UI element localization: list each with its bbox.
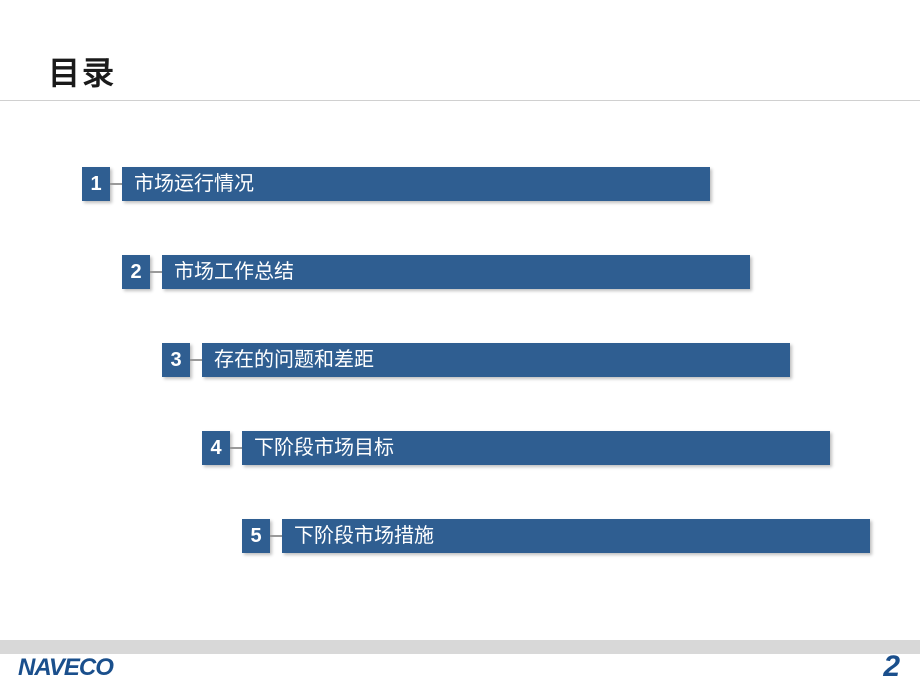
toc-item-5: 5 下阶段市场措施 [242,519,870,553]
toc-connector [270,535,282,537]
toc-label: 市场运行情况 [122,167,710,201]
toc-number: 4 [202,431,230,465]
toc-label: 存在的问题和差距 [202,343,790,377]
toc-number: 2 [122,255,150,289]
footer-logo: NAVECO [18,654,113,682]
slide-canvas: 目录 1 市场运行情况 2 市场工作总结 3 存在的问题和差距 4 下阶段市场目标 5 下阶段市场… [0,0,920,690]
toc-item-4: 4 下阶段市场目标 [202,431,830,465]
toc-item-2: 2 市场工作总结 [122,255,750,289]
footer-bar [0,640,920,654]
slide-title: 目录 [48,48,116,94]
page-number: 2 [883,650,900,684]
toc-connector [110,183,122,185]
toc-label: 下阶段市场措施 [282,519,870,553]
toc-item-1: 1 市场运行情况 [82,167,710,201]
toc-connector [150,271,162,273]
toc-number: 1 [82,167,110,201]
toc-number: 3 [162,343,190,377]
toc-item-3: 3 存在的问题和差距 [162,343,790,377]
toc-number: 5 [242,519,270,553]
title-area: 目录 [48,48,116,94]
toc-label: 下阶段市场目标 [242,431,830,465]
toc-connector [190,359,202,361]
title-underline [0,100,920,101]
toc-label: 市场工作总结 [162,255,750,289]
toc-connector [230,447,242,449]
